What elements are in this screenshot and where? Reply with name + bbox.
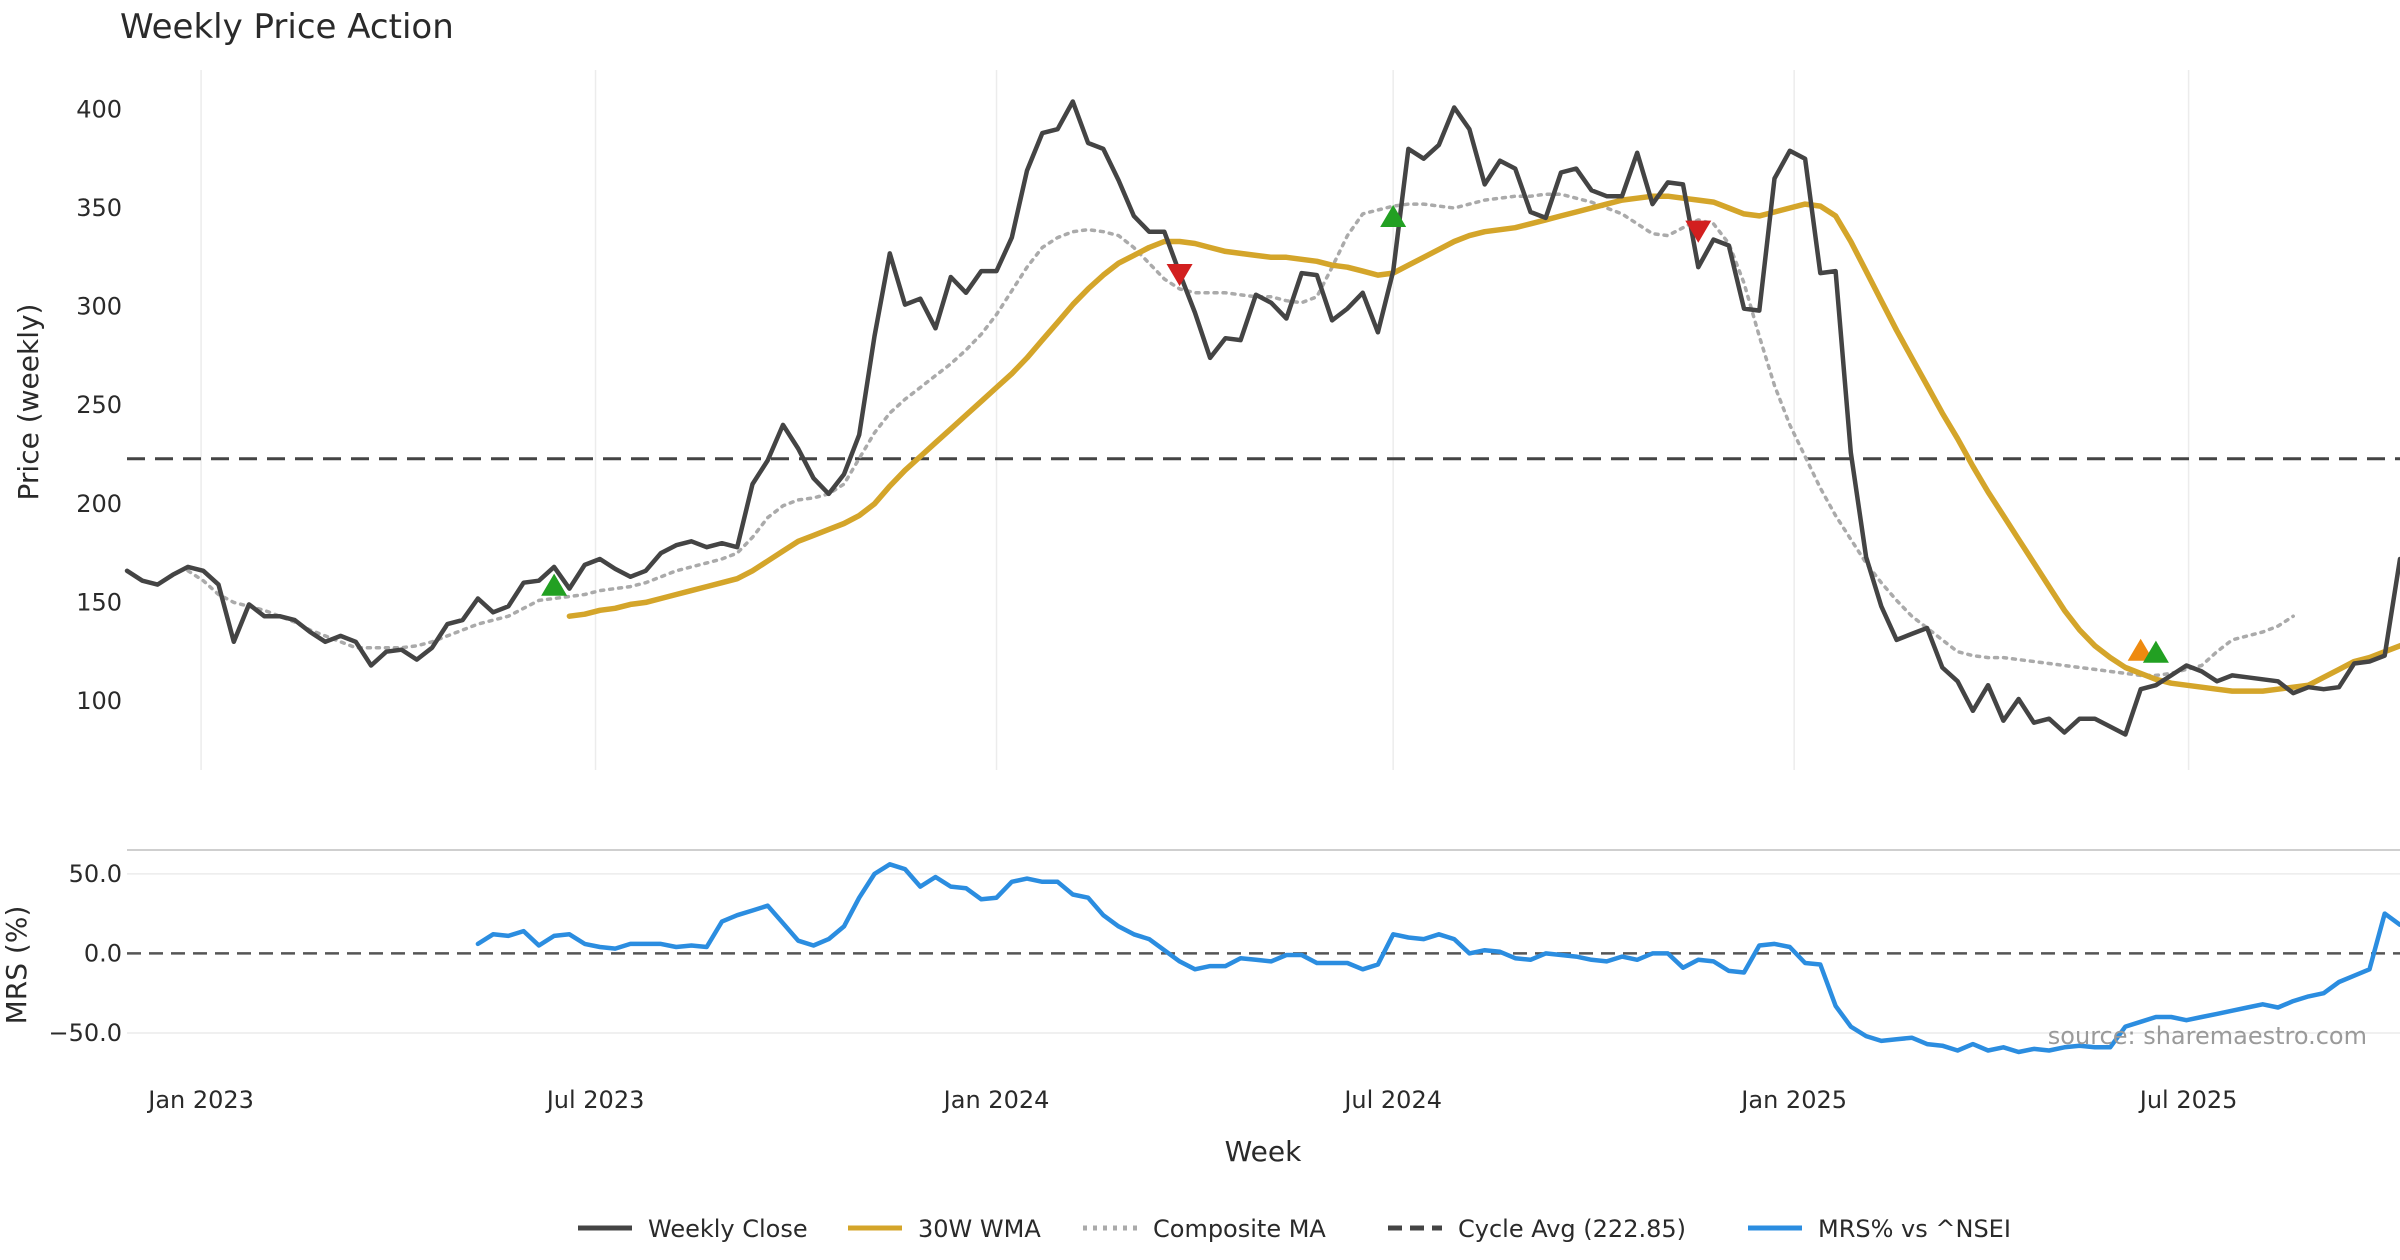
buy-signal-marker <box>1380 204 1407 227</box>
mrs-series <box>475 862 2400 1055</box>
x-tick-label: Jul 2025 <box>2138 1086 2238 1114</box>
chart-title: Weekly Price Action <box>120 7 454 47</box>
legend-label: MRS% vs ^NSEI <box>1818 1215 2011 1243</box>
legend-label: Composite MA <box>1153 1215 1326 1243</box>
buy-signal-marker <box>2142 640 2169 663</box>
price-y-tick-label: 350 <box>76 194 122 222</box>
price-grid <box>200 70 2190 770</box>
legend-label: 30W WMA <box>918 1215 1041 1243</box>
series-line-mrs-vs-nsei <box>475 862 2400 1055</box>
price-y-tick-label: 400 <box>76 95 122 123</box>
sell-signal-marker <box>1685 220 1712 243</box>
axis-ticks: Jan 2023 Jul 2023 Jan 2024 Jul 2024 Jan 2025… <box>48 95 2237 1114</box>
x-tick-label: Jan 2025 <box>1739 1086 1847 1114</box>
series-line-30w-wma <box>566 193 2400 694</box>
x-tick-label: Jul 2024 <box>1342 1086 1442 1114</box>
mrs-y-tick-label: 50.0 <box>69 860 122 888</box>
series-line-composite-ma <box>186 192 2295 678</box>
mrs-y-tick-label: −50.0 <box>48 1019 122 1047</box>
mrs-y-tick-label: 0.0 <box>84 939 122 967</box>
source-text: source: sharemaestro.com <box>2048 1022 2367 1050</box>
buy-signal-marker <box>541 573 568 596</box>
legend-label: Weekly Close <box>648 1215 808 1243</box>
legend: Weekly Close 30W WMA Composite MA Cycle Avg… <box>578 1215 2011 1243</box>
price-y-tick-label: 300 <box>76 293 122 321</box>
x-tick-label: Jan 2024 <box>942 1086 1050 1114</box>
price-y-tick-label: 200 <box>76 490 122 518</box>
sell-signal-marker <box>1166 263 1193 287</box>
price-y-tick-label: 150 <box>76 588 122 616</box>
mrs-grid <box>127 849 2400 1034</box>
legend-label: Cycle Avg (222.85) <box>1458 1215 1686 1243</box>
price-y-tick-label: 100 <box>76 687 122 715</box>
series-line-weekly-close <box>124 99 2400 737</box>
buy-signal-marker <box>2127 638 2154 661</box>
x-tick-label: Jan 2023 <box>146 1086 254 1114</box>
price-y-tick-label: 250 <box>76 391 122 419</box>
price-axis-label: Price (weekly) <box>12 304 45 501</box>
mrs-axis-label: MRS (%) <box>0 906 33 1025</box>
signal-markers <box>541 204 2169 663</box>
price-series <box>124 99 2400 737</box>
x-tick-label: Jul 2023 <box>545 1086 645 1114</box>
x-axis-label: Week <box>1225 1135 1302 1168</box>
